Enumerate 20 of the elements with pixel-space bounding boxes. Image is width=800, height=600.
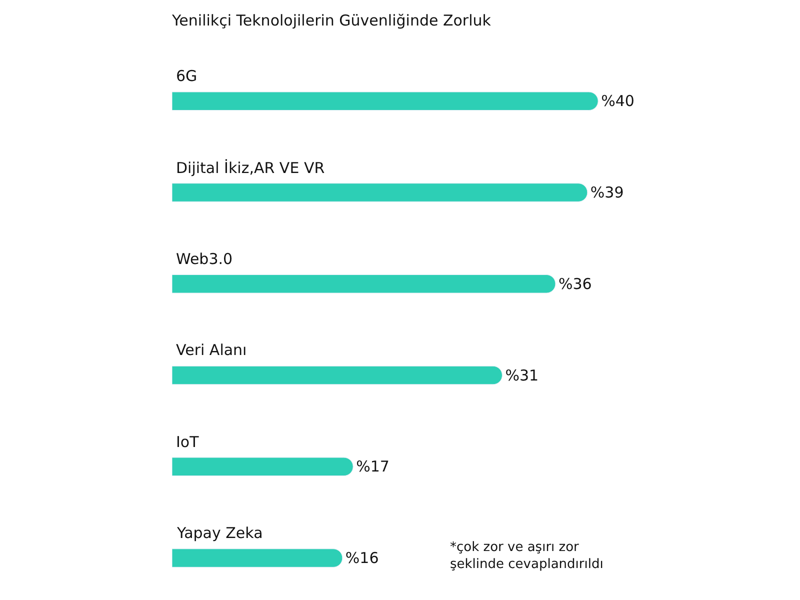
- bar: [172, 366, 502, 385]
- data-label: %39: [590, 184, 624, 202]
- y-tick-label: IoT: [176, 433, 200, 451]
- y-tick-label: 6G: [176, 67, 198, 85]
- bar: [172, 457, 354, 476]
- chart-title: Yenilikçi Teknolojilerin Güvenliğinde Zorluk: [171, 12, 492, 30]
- bar: [172, 548, 343, 568]
- data-label: %16: [345, 549, 379, 568]
- data-label: %36: [558, 274, 592, 293]
- data-label: %31: [505, 366, 539, 384]
- bar: [172, 92, 598, 111]
- bar: [172, 183, 588, 202]
- data-label: %17: [356, 458, 390, 476]
- y-tick-label: Web3.0: [176, 250, 233, 268]
- bar: [172, 274, 556, 294]
- y-tick-label: Yapay Zeka: [176, 524, 263, 542]
- annotation: *çok zor ve aşırı zor şeklinde cevaplandırıldı: [450, 540, 604, 572]
- y-tick-label: Veri Alanı: [176, 341, 247, 359]
- y-tick-label: Dijital İkiz,AR VE VR: [176, 159, 325, 177]
- data-label: %40: [601, 92, 634, 110]
